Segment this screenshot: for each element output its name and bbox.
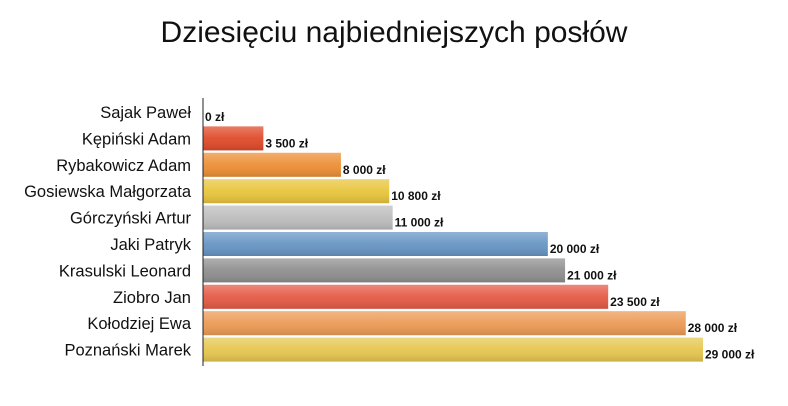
category-labels: Sajak Paweł Kępiński Adam Rybakowicz Adam G…: [24, 104, 192, 360]
bars-group: [203, 126, 703, 362]
bar-shine-3: [203, 179, 390, 204]
category-label: Ziobro Jan: [113, 289, 191, 307]
bar-shine-4: [203, 205, 393, 230]
bar-shine-8: [203, 311, 686, 336]
category-label: Poznański Marek: [64, 342, 191, 360]
category-label: Jaki Patryk: [110, 236, 191, 254]
category-label: Kępiński Adam: [82, 130, 191, 148]
bar-shine-9: [203, 337, 703, 362]
value-label: 28 000 zł: [688, 321, 738, 335]
value-labels: 0 zł 3 500 zł 8 000 zł 10 800 zł 11 000 zł 20…: [205, 110, 755, 362]
bar-shine-5: [203, 232, 548, 256]
value-label: 20 000 zł: [550, 242, 600, 256]
chart-title: Dziesięciu najbiedniejszych posłów: [161, 16, 628, 49]
bar-shine-6: [203, 258, 566, 283]
value-label: 3 500 zł: [265, 136, 308, 150]
category-label: Gosiewska Małgorzata: [24, 183, 192, 201]
value-label: 8 000 zł: [343, 163, 386, 177]
category-label: Sajak Paweł: [100, 104, 191, 122]
value-label: 21 000 zł: [567, 268, 617, 282]
value-label: 11 000 zł: [395, 216, 444, 230]
category-label: Górczyński Artur: [70, 210, 192, 228]
category-label: Rybakowicz Adam: [56, 157, 191, 175]
value-label: 29 000 zł: [705, 348, 755, 362]
category-label: Kołodziej Ewa: [87, 315, 191, 333]
bar-shine-2: [203, 152, 341, 177]
value-label: 10 800 zł: [391, 189, 441, 203]
bar-shine-1: [203, 126, 264, 151]
bar-shine-7: [203, 284, 609, 309]
category-label: Krasulski Leonard: [59, 262, 191, 280]
value-label: 0 zł: [205, 110, 225, 124]
value-label: 23 500 zł: [610, 295, 660, 309]
